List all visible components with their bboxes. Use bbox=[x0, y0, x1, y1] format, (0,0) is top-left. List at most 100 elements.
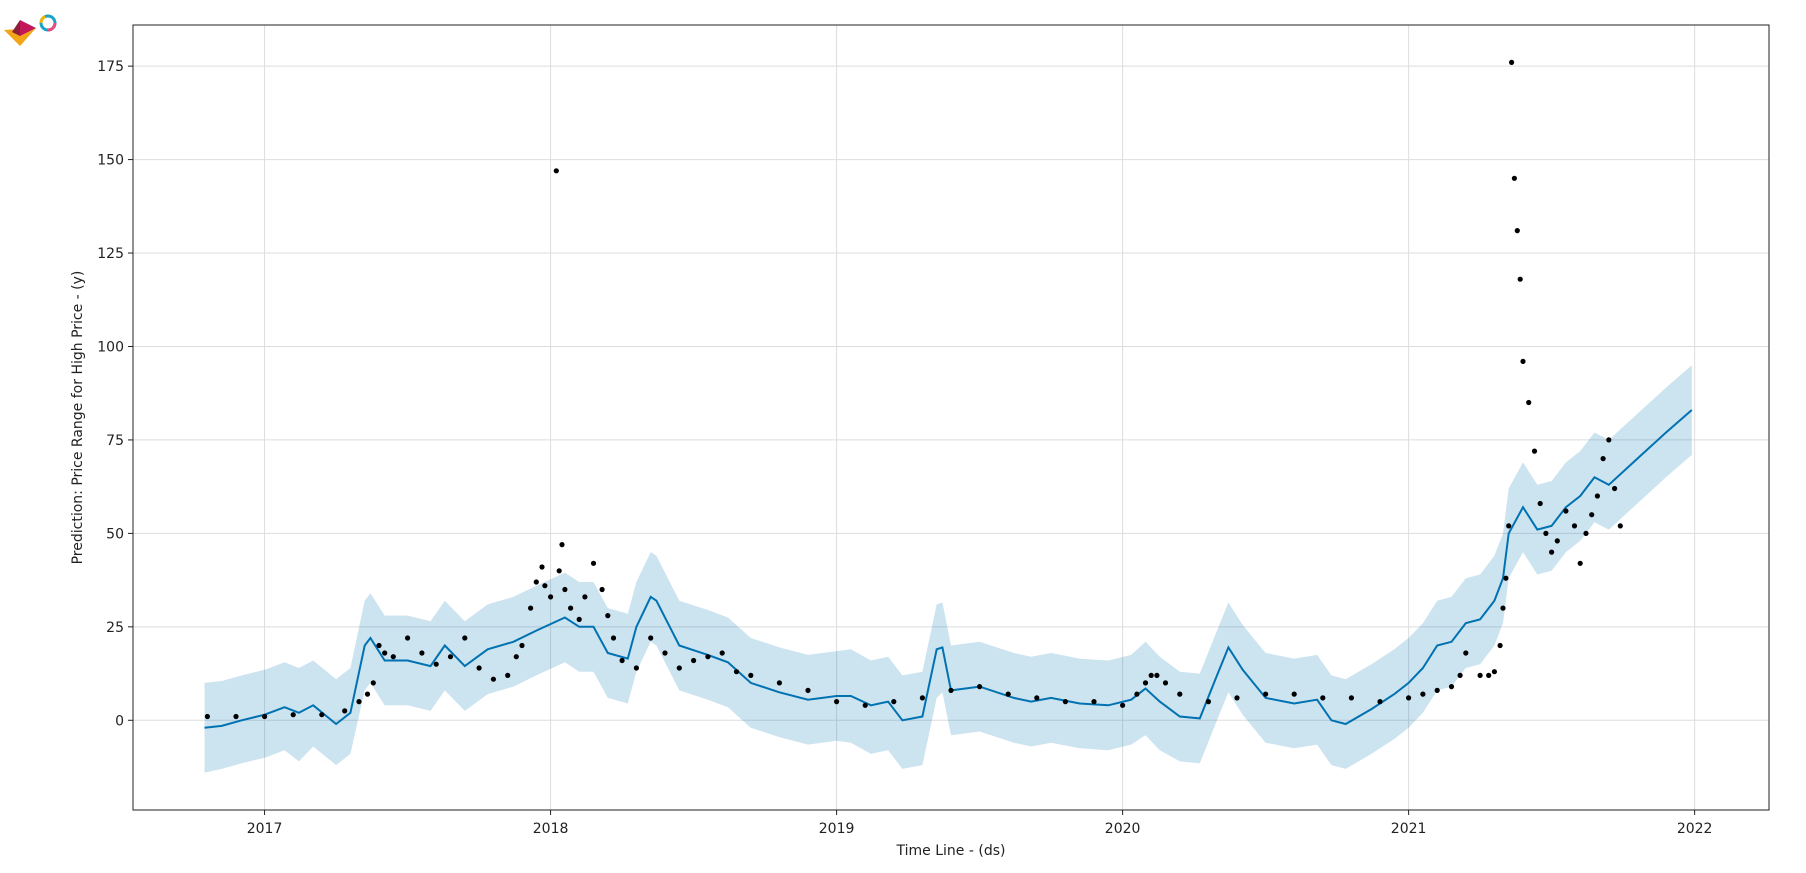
observed-point bbox=[1526, 399, 1532, 406]
y-tick-label: 100 bbox=[97, 339, 124, 355]
observed-point bbox=[1503, 575, 1509, 581]
observed-point bbox=[648, 635, 654, 641]
observed-point bbox=[691, 657, 697, 664]
observed-point bbox=[1554, 538, 1560, 544]
observed-point bbox=[1234, 695, 1240, 701]
x-tick-label: 2021 bbox=[1391, 821, 1427, 837]
observed-point bbox=[1509, 59, 1515, 65]
observed-point bbox=[1514, 228, 1520, 234]
observed-point bbox=[419, 650, 425, 656]
observed-point bbox=[533, 579, 539, 585]
observed-point bbox=[204, 713, 210, 720]
x-tick-label: 2017 bbox=[247, 821, 283, 837]
x-axis-label: Time Line - (ds) bbox=[896, 843, 1006, 859]
observed-point bbox=[1511, 175, 1517, 181]
observed-point bbox=[364, 691, 371, 697]
observed-point bbox=[1577, 560, 1583, 566]
observed-points bbox=[204, 59, 1623, 720]
observed-point bbox=[382, 650, 388, 656]
y-tick-label: 150 bbox=[97, 153, 124, 169]
observed-point bbox=[1600, 456, 1606, 462]
observed-point bbox=[370, 680, 376, 686]
observed-point bbox=[891, 699, 897, 705]
observed-point bbox=[553, 168, 559, 174]
observed-point bbox=[599, 586, 605, 593]
observed-point bbox=[548, 594, 554, 600]
observed-point bbox=[562, 586, 568, 593]
observed-point bbox=[568, 605, 574, 611]
observed-point bbox=[262, 713, 268, 720]
observed-point bbox=[433, 661, 439, 667]
observed-point bbox=[490, 676, 496, 682]
observed-point bbox=[390, 654, 396, 660]
observed-point bbox=[776, 680, 783, 686]
observed-point bbox=[1434, 687, 1440, 694]
x-tick-label: 2019 bbox=[819, 821, 855, 837]
observed-point bbox=[1486, 672, 1492, 679]
observed-point bbox=[1448, 684, 1455, 690]
observed-point bbox=[476, 665, 482, 671]
observed-point bbox=[1177, 691, 1183, 697]
observed-point bbox=[1420, 691, 1426, 697]
observed-point bbox=[676, 665, 682, 671]
observed-point bbox=[582, 594, 588, 600]
observed-point bbox=[513, 654, 519, 660]
observed-point bbox=[1612, 485, 1618, 492]
observed-point bbox=[1594, 493, 1600, 499]
observed-point bbox=[1406, 695, 1412, 701]
observed-point bbox=[1263, 691, 1269, 697]
observed-point bbox=[633, 665, 640, 671]
observed-point bbox=[542, 583, 548, 589]
observed-point bbox=[342, 708, 348, 714]
observed-point bbox=[1491, 669, 1497, 675]
observed-point bbox=[610, 635, 617, 641]
observed-point bbox=[1477, 672, 1483, 679]
observed-point bbox=[319, 712, 325, 718]
observed-point bbox=[719, 650, 725, 656]
observed-point bbox=[1583, 530, 1589, 537]
observed-point bbox=[1005, 691, 1011, 697]
observed-point bbox=[834, 699, 840, 705]
uncertainty-band bbox=[204, 365, 1692, 773]
observed-point bbox=[1589, 512, 1595, 518]
observed-point bbox=[1142, 680, 1149, 686]
observed-point bbox=[447, 654, 454, 660]
observed-point bbox=[1506, 523, 1512, 529]
observed-point bbox=[605, 613, 611, 619]
observed-point bbox=[1549, 549, 1555, 555]
observed-point bbox=[1571, 523, 1578, 529]
observed-point bbox=[528, 605, 534, 611]
y-tick-label: 125 bbox=[97, 246, 124, 262]
observed-point bbox=[1120, 702, 1126, 708]
observed-point bbox=[862, 702, 868, 708]
observed-point bbox=[1517, 276, 1523, 282]
observed-point bbox=[1563, 508, 1569, 514]
observed-point bbox=[1348, 695, 1354, 701]
x-tick-label: 2018 bbox=[533, 821, 569, 837]
plot-frame bbox=[132, 24, 1770, 811]
observed-point bbox=[376, 642, 382, 649]
observed-point bbox=[1205, 699, 1211, 705]
observed-point bbox=[662, 650, 668, 656]
observed-point bbox=[576, 616, 582, 623]
observed-point bbox=[556, 568, 562, 574]
observed-point bbox=[705, 654, 711, 660]
y-axis-ticks: 0 25 50 75 100 125 150 175 bbox=[97, 59, 133, 729]
y-tick-label: 0 bbox=[115, 713, 124, 729]
y-tick-label: 25 bbox=[106, 620, 124, 636]
grid bbox=[133, 25, 1769, 810]
y-axis-label: Prediction: Price Range for High Price -… bbox=[70, 271, 86, 565]
x-tick-label: 2022 bbox=[1677, 821, 1713, 837]
observed-point bbox=[1162, 680, 1169, 686]
observed-point bbox=[356, 699, 362, 705]
observed-point bbox=[1531, 448, 1538, 454]
observed-point bbox=[1154, 672, 1160, 679]
observed-point bbox=[1091, 699, 1097, 705]
observed-point bbox=[1320, 695, 1326, 701]
observed-point bbox=[559, 542, 565, 548]
observed-point bbox=[505, 672, 511, 679]
observed-point bbox=[1500, 605, 1506, 611]
observed-point bbox=[948, 687, 954, 694]
observed-point bbox=[1463, 650, 1469, 656]
